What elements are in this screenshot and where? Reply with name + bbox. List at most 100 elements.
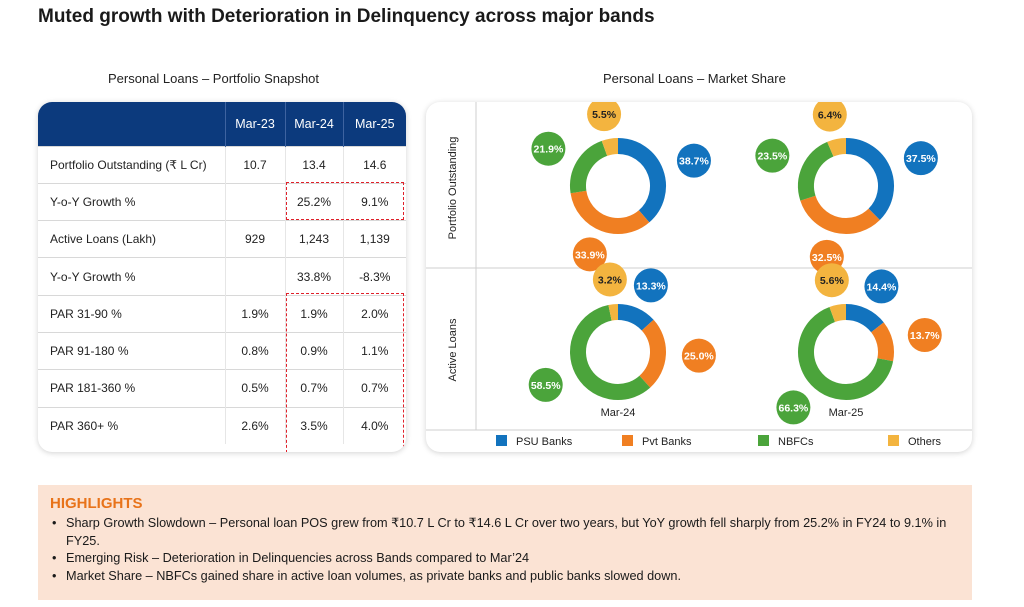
donut-active-loans-mar-25: 14.4% 13.7% 66.3% 5.6% — [776, 263, 942, 425]
slice-others — [601, 138, 619, 156]
cell: 4.0% — [342, 406, 406, 445]
slice-nbfcs — [798, 141, 834, 201]
slice-others — [827, 138, 847, 157]
data-label-bubble — [755, 138, 790, 173]
donut-portfolio-outstanding-mar-24: 38.7% 33.9% 21.9% 5.5% — [531, 102, 711, 272]
data-label-bubble — [812, 102, 847, 132]
col-label: Mar-24 — [601, 407, 636, 419]
cell: 25.2% — [284, 182, 343, 221]
slice-psu-banks — [617, 304, 654, 331]
data-label: 38.7% — [679, 156, 709, 168]
slice-psu-banks — [617, 138, 666, 223]
table-title: Personal Loans – Portfolio Snapshot — [108, 71, 320, 86]
row-label: PAR 360+ % — [38, 406, 225, 445]
row-label: Active Loans — [447, 318, 459, 381]
slice-others — [608, 304, 619, 321]
cell: 2.6% — [224, 406, 285, 445]
data-label: 14.4% — [867, 281, 897, 293]
cell: 0.7% — [284, 369, 343, 408]
cell: 929 — [224, 220, 285, 258]
row-label: Y-o-Y Growth % — [38, 257, 225, 296]
data-label: 33.9% — [575, 249, 605, 261]
column-header: Mar-23 — [224, 102, 285, 146]
data-label: 3.2% — [598, 274, 623, 286]
data-label-bubble — [572, 237, 607, 272]
data-label-bubble — [587, 102, 622, 132]
data-label-bubble — [592, 262, 627, 297]
data-label: 5.6% — [820, 275, 845, 287]
data-label: 23.5% — [757, 151, 787, 163]
legend-label: Others — [908, 436, 942, 448]
data-label: 58.5% — [531, 380, 561, 392]
row-label: PAR 91-180 % — [38, 331, 225, 370]
legend-label: Pvt Banks — [642, 436, 692, 448]
table-row: Active Loans (Lakh) 929 1,243 1,139 — [38, 220, 406, 258]
data-label-bubble — [681, 338, 716, 373]
column-header: Mar-25 — [342, 102, 406, 146]
table-row: PAR 360+ % 2.6% 3.5% 4.0% — [38, 406, 406, 445]
data-label: 6.4% — [818, 110, 843, 122]
legend-item-pvt-banks: Pvt Banks — [622, 435, 692, 448]
slice-pvt-banks — [800, 195, 880, 234]
row-label: PAR 31-90 % — [38, 294, 225, 333]
highlight-item: Sharp Growth Slowdown – Personal loan PO… — [50, 515, 950, 550]
data-label: 13.3% — [636, 280, 666, 292]
data-label: 25.0% — [684, 351, 714, 363]
header-blank — [38, 102, 225, 146]
legend-swatch — [622, 435, 633, 446]
highlight-item: Emerging Risk – Deterioration in Delinqu… — [50, 550, 950, 568]
data-label-bubble — [633, 268, 668, 303]
legend-swatch — [496, 435, 507, 446]
table-row: Y-o-Y Growth % 25.2% 9.1% — [38, 182, 406, 221]
data-label: 66.3% — [779, 402, 809, 414]
cell — [224, 257, 285, 296]
cell: 14.6 — [342, 145, 406, 184]
cell: 1,243 — [284, 220, 343, 258]
data-label: 21.9% — [534, 144, 564, 156]
data-label-bubble — [531, 131, 566, 166]
slice-pvt-banks — [570, 190, 650, 234]
slice-pvt-banks — [870, 322, 894, 362]
table-row: PAR 181-360 % 0.5% 0.7% 0.7% — [38, 369, 406, 408]
column-header: Mar-24 — [284, 102, 343, 146]
data-label: 13.7% — [910, 330, 940, 342]
cell: 0.8% — [224, 331, 285, 370]
cell — [224, 182, 285, 221]
table-header-row: Mar-23 Mar-24 Mar-25 — [38, 102, 406, 146]
cell: 3.5% — [284, 406, 343, 445]
cell: 9.1% — [342, 182, 406, 221]
data-label-bubble — [676, 143, 711, 178]
row-label: PAR 181-360 % — [38, 369, 225, 408]
legend-item-psu-banks: PSU Banks — [496, 435, 573, 448]
row-label: Portfolio Outstanding (₹ L Cr) — [38, 145, 225, 184]
table-row: Y-o-Y Growth % 33.8% -8.3% — [38, 257, 406, 296]
chart-title: Personal Loans – Market Share — [603, 71, 786, 86]
cell: -8.3% — [342, 257, 406, 296]
data-label: 32.5% — [812, 252, 842, 264]
legend-swatch — [888, 435, 899, 446]
cell: 0.9% — [284, 331, 343, 370]
col-label: Mar-25 — [829, 407, 864, 419]
highlights-panel: HIGHLIGHTS Sharp Growth Slowdown – Perso… — [38, 485, 972, 600]
cell: 1.9% — [224, 294, 285, 333]
donut-chart-svg: Portfolio Outstanding Active Loans Mar-2… — [426, 102, 972, 448]
row-label: Portfolio Outstanding — [447, 137, 459, 240]
legend-item-others: Others — [888, 435, 942, 448]
data-label-bubble — [814, 263, 849, 298]
slice-psu-banks — [845, 304, 884, 333]
row-label: Y-o-Y Growth % — [38, 182, 225, 221]
table-row: PAR 31-90 % 1.9% 1.9% 2.0% — [38, 294, 406, 333]
page-title: Muted growth with Deterioration in Delin… — [38, 6, 655, 27]
cell: 0.7% — [342, 369, 406, 408]
cell: 33.8% — [284, 257, 343, 296]
slice-nbfcs — [570, 304, 651, 400]
table-row: PAR 91-180 % 0.8% 0.9% 1.1% — [38, 331, 406, 370]
data-label-bubble — [907, 317, 942, 352]
row-label: Active Loans (Lakh) — [38, 220, 225, 258]
cell: 0.5% — [224, 369, 285, 408]
cell: 13.4 — [284, 145, 343, 184]
slice-nbfcs — [570, 140, 608, 194]
legend-swatch — [758, 435, 769, 446]
market-share-chart: Portfolio Outstanding Active Loans Mar-2… — [426, 102, 972, 452]
slice-psu-banks — [845, 138, 894, 221]
